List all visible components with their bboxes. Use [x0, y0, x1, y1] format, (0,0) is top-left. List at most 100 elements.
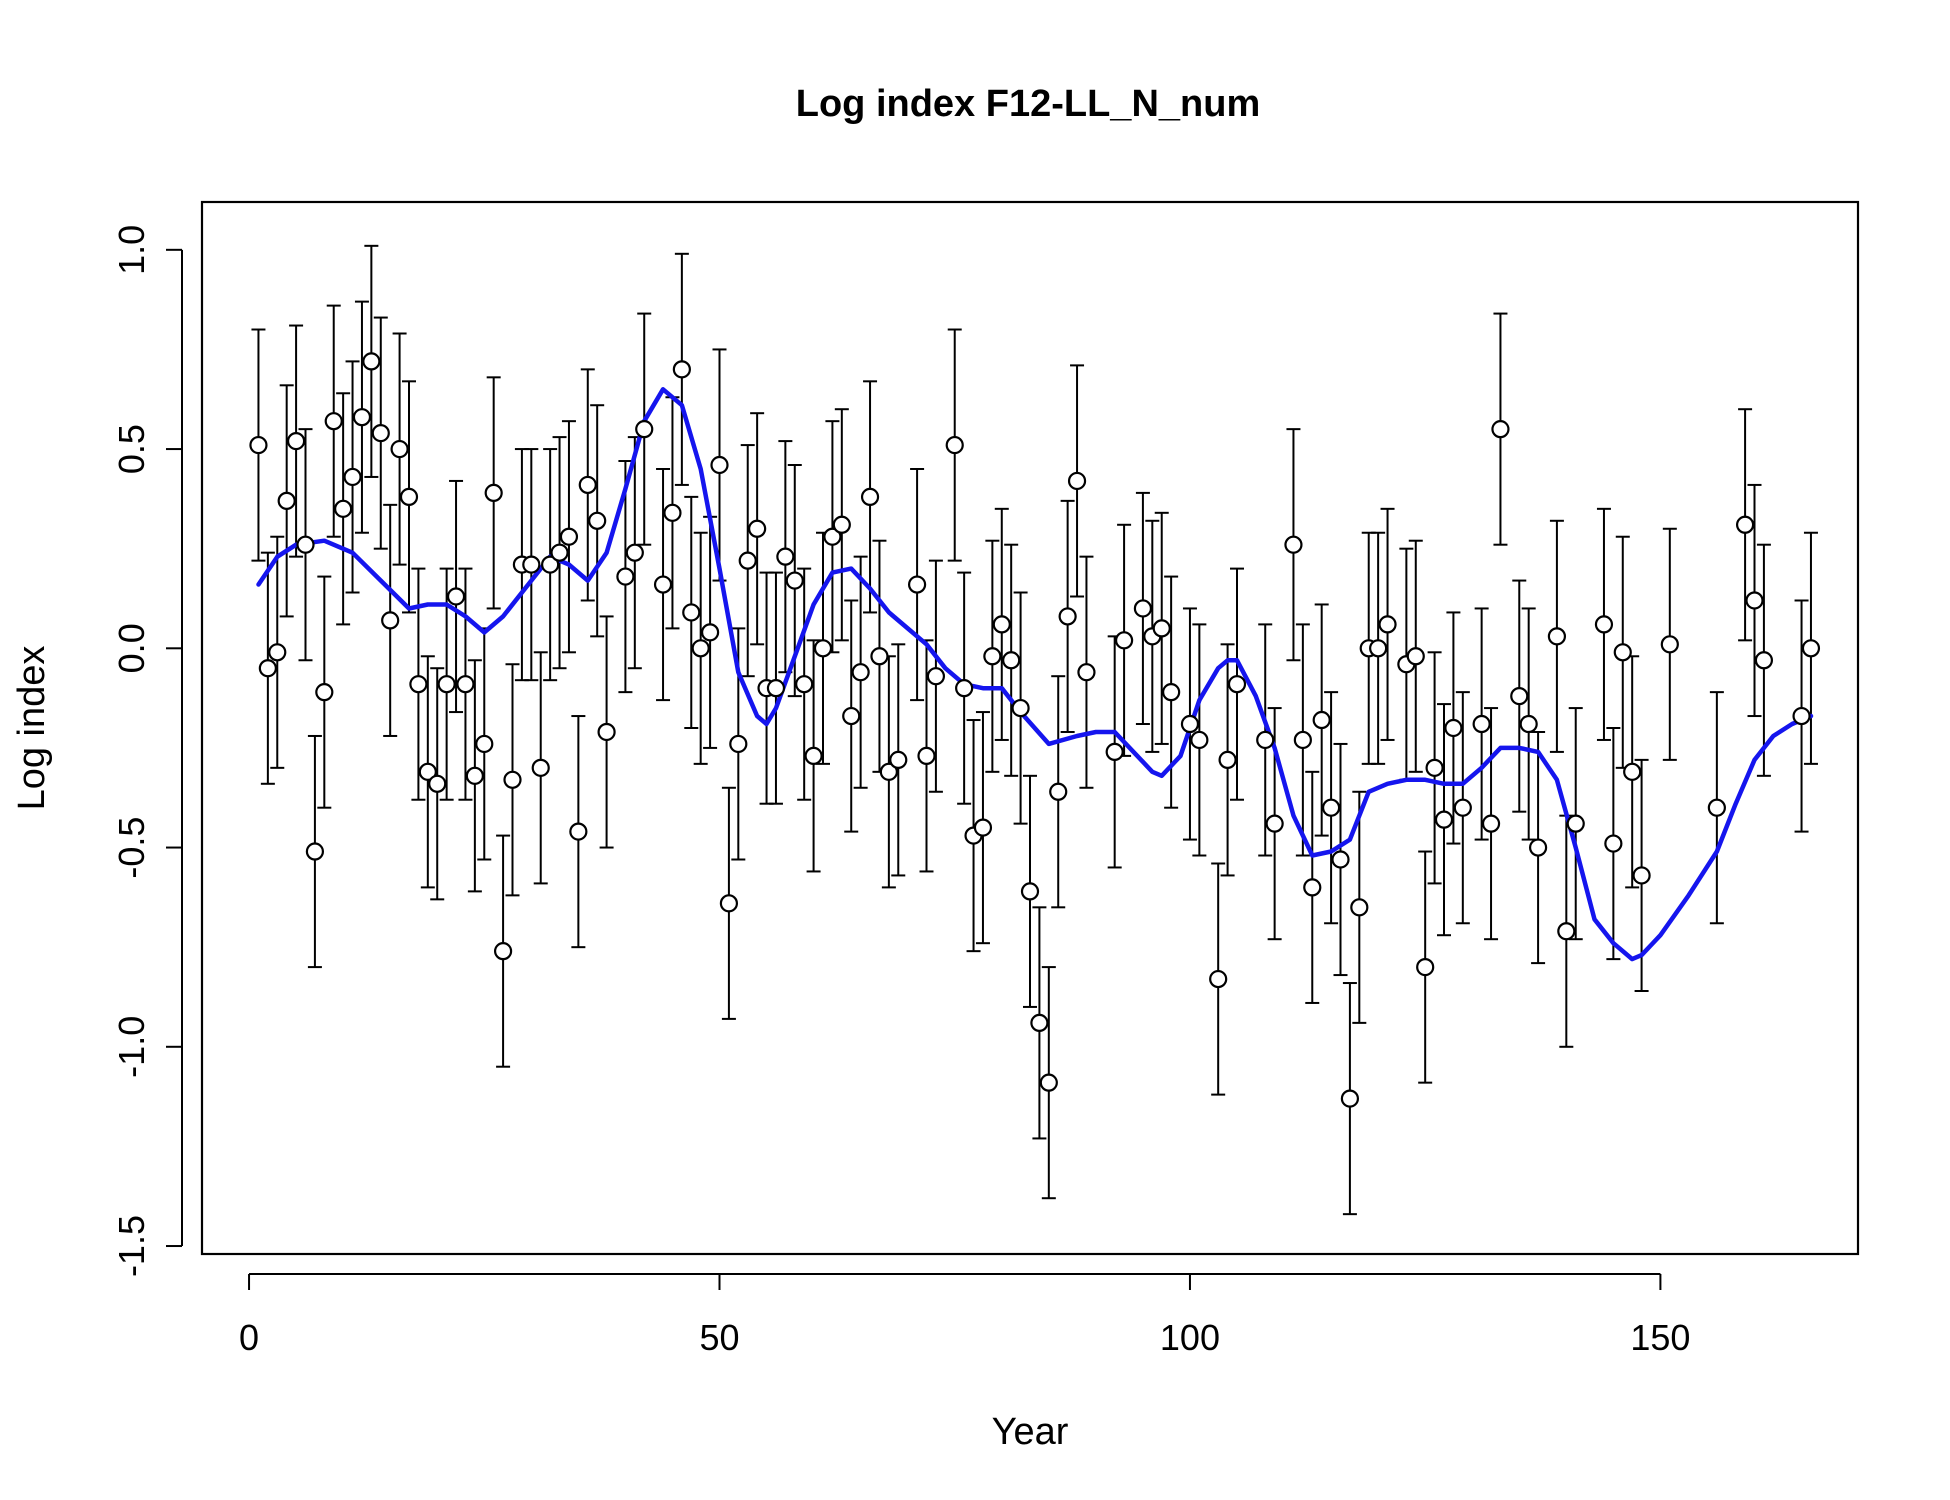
data-point: [1434, 810, 1454, 829]
data-point: [889, 750, 908, 769]
data-point: [1547, 627, 1567, 646]
data-point: [738, 551, 757, 570]
data-point: [653, 575, 673, 594]
y-axis: -1.5 -1.0 -0.5 0.0 0.5 1.0: [111, 225, 183, 1277]
data-point: [1754, 651, 1774, 670]
data-point: [503, 770, 522, 789]
data-point: [907, 575, 927, 594]
data-point: [390, 439, 409, 459]
data-point: [1378, 615, 1397, 634]
data-point: [484, 483, 503, 502]
data-point: [973, 818, 993, 837]
data-point: [1745, 591, 1764, 610]
data-point: [870, 647, 889, 666]
data-point: [597, 722, 616, 742]
data-point: [917, 746, 936, 765]
data-point: [343, 467, 362, 487]
data-point: [296, 535, 315, 554]
data-point: [1133, 599, 1153, 618]
data-point: [1152, 619, 1171, 638]
data-point: [992, 615, 1011, 634]
chart-title: Log index F12-LL_N_num: [796, 83, 1260, 125]
data-point: [860, 487, 880, 506]
data-point: [541, 555, 560, 574]
data-point: [1792, 706, 1811, 726]
data-point: [550, 543, 569, 562]
data-point: [1623, 762, 1642, 781]
data-point: [1519, 714, 1538, 734]
data-point: [286, 431, 306, 451]
data-point: [955, 679, 974, 698]
data-point: [352, 408, 372, 427]
fitted-line: [256, 387, 1814, 962]
data-point: [682, 603, 701, 622]
observed-points: [249, 352, 1821, 1108]
data-point: [559, 527, 579, 546]
data-point: [1303, 878, 1322, 897]
data-point: [1256, 730, 1275, 750]
data-point: [324, 412, 343, 431]
data-point: [1406, 647, 1425, 666]
data-point: [475, 734, 494, 754]
data-point: [1039, 1073, 1058, 1092]
fitted-line-group: [256, 387, 1814, 962]
data-point: [277, 491, 296, 510]
data-point: [879, 762, 898, 781]
y-tick-label: -1.5: [111, 1215, 152, 1277]
data-point: [1284, 535, 1303, 554]
data-point: [1002, 651, 1021, 670]
data-point: [1331, 850, 1350, 869]
data-point: [672, 360, 691, 379]
data-point: [1067, 471, 1087, 491]
y-tick-label: -1.0: [111, 1016, 152, 1078]
data-point: [1293, 730, 1312, 750]
data-point: [1604, 834, 1623, 853]
data-point: [418, 762, 437, 781]
y-tick-label: 1.0: [111, 225, 152, 275]
data-point: [569, 822, 588, 841]
data-point: [305, 842, 325, 861]
data-point: [663, 503, 682, 522]
data-point: [1049, 782, 1068, 801]
data-point: [804, 746, 823, 765]
data-point: [1350, 898, 1369, 917]
data-point: [465, 766, 484, 785]
data-point: [258, 659, 277, 678]
data-point: [710, 455, 729, 475]
data-point: [1209, 969, 1228, 989]
x-tick-label: 50: [699, 1317, 739, 1358]
x-tick-label: 0: [239, 1317, 259, 1358]
data-point: [362, 352, 381, 371]
plot-frame: [200, 200, 1860, 1256]
data-point: [1340, 1089, 1360, 1108]
data-point: [1058, 607, 1077, 626]
data-point: [334, 499, 353, 518]
data-point: [1632, 866, 1651, 885]
data-point: [813, 639, 833, 658]
data-point: [437, 675, 456, 694]
data-point: [249, 435, 268, 455]
data-point: [851, 663, 870, 682]
data-point: [1510, 687, 1529, 706]
data-point: [776, 547, 795, 566]
x-axis-label: Year: [992, 1411, 1069, 1453]
data-point: [691, 639, 710, 658]
data-point: [315, 683, 334, 702]
data-point: [1369, 639, 1388, 658]
data-point: [926, 667, 946, 686]
data-point: [1453, 798, 1472, 817]
data-point: [785, 571, 804, 590]
data-point: [1707, 798, 1726, 817]
data-point: [1077, 663, 1096, 682]
data-point: [1735, 515, 1755, 534]
data-point: [842, 706, 861, 726]
data-point: [1481, 814, 1501, 833]
data-point: [456, 675, 475, 694]
data-point: [729, 734, 748, 754]
data-point: [766, 679, 786, 698]
data-point: [1218, 750, 1237, 769]
data-point: [1528, 838, 1548, 857]
data-point: [578, 475, 597, 495]
data-point: [1444, 718, 1463, 738]
